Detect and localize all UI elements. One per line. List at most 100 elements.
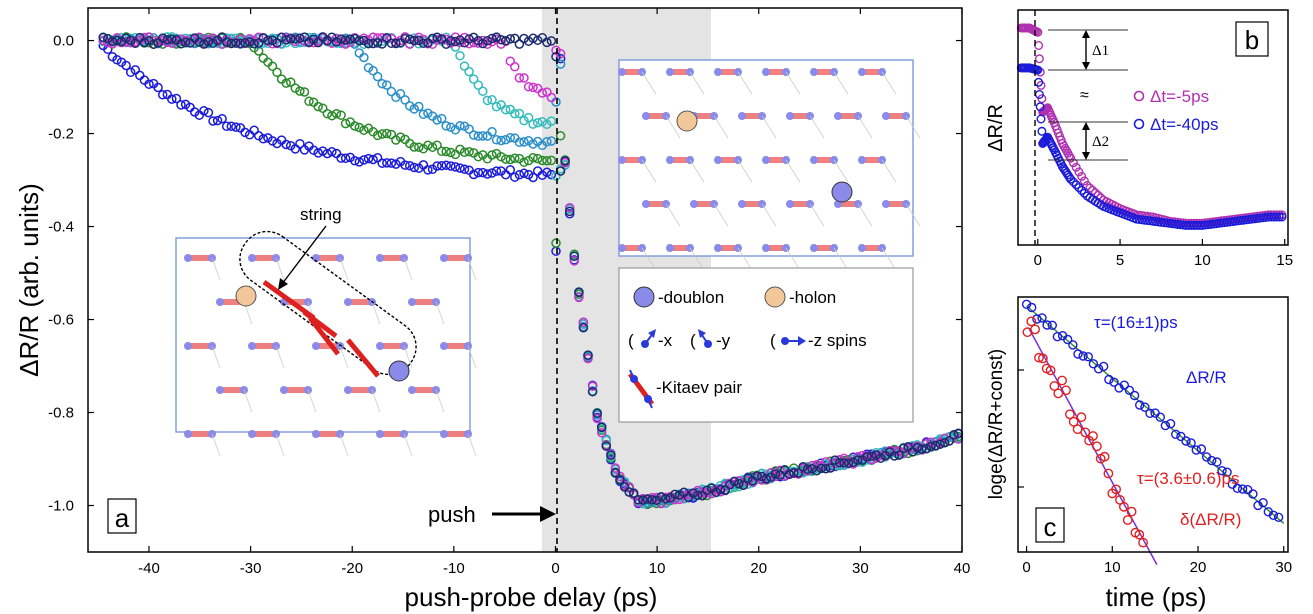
- c-data-point-blue: [1222, 467, 1232, 477]
- c-data-point-blue: [1134, 400, 1145, 410]
- a-data-point: [697, 490, 708, 501]
- a-data-point: [203, 107, 214, 118]
- a-data-point: [377, 78, 387, 89]
- c-data-point-blue: [1268, 510, 1279, 520]
- c-data-point-blue: [1155, 412, 1166, 422]
- delta2-label: Δ2: [1092, 134, 1109, 150]
- c-data-point-blue: [1160, 420, 1171, 431]
- lattice-site: [882, 200, 890, 208]
- b-data-point: [1195, 220, 1205, 230]
- a-data-point: [496, 135, 506, 146]
- holon-particle: [676, 110, 698, 132]
- a-data-point: [112, 55, 122, 65]
- a-data-point: [528, 139, 538, 149]
- a-data-point: [167, 34, 177, 44]
- c-data-point-blue: [1165, 419, 1176, 429]
- a-ytick-label: -0.6: [48, 312, 74, 329]
- a-data-point: [290, 144, 301, 154]
- b-data-point: [1079, 188, 1089, 198]
- a-data-point: [473, 151, 484, 162]
- panel-c: 0 10 20 30 loge(ΔR/R+const) time (ps) τ=(16…: [986, 296, 1292, 612]
- panel-a-ylabel: ΔR/R (arb. units): [14, 183, 44, 377]
- c-data-point-blue: [1032, 314, 1042, 324]
- a-data-point: [656, 492, 666, 502]
- a-data-point: [322, 108, 333, 119]
- a-data-point: [446, 161, 456, 171]
- lattice-site: [858, 244, 866, 252]
- a-data-point: [382, 80, 392, 90]
- a-data-point: [898, 443, 909, 454]
- lattice-site: [312, 430, 320, 438]
- a-data-point: [514, 39, 525, 49]
- c-data-point-red: [1034, 352, 1044, 363]
- legend-x-spin: -x: [658, 331, 673, 350]
- a-data-point: [537, 88, 548, 98]
- a-data-point: [386, 86, 397, 97]
- lattice-site: [440, 342, 448, 350]
- a-data-point: [789, 468, 799, 478]
- a-data-point: [418, 109, 429, 120]
- c-data-point-blue: [1124, 385, 1135, 395]
- a-data-point: [610, 468, 621, 478]
- c-data-point-blue: [1098, 361, 1109, 372]
- a-data-point: [148, 39, 159, 49]
- a-data-point: [542, 136, 552, 147]
- lattice-site: [810, 68, 818, 76]
- a-data-point: [478, 86, 488, 97]
- a-data-point: [308, 37, 319, 48]
- c-data-point-blue: [1114, 383, 1124, 393]
- a-data-point: [596, 427, 607, 438]
- a-data-point: [542, 37, 552, 48]
- a-data-point: [592, 408, 602, 419]
- a-data-point: [551, 51, 561, 62]
- a-data-point: [363, 38, 374, 49]
- a-data-point: [281, 35, 291, 45]
- a-data-point: [825, 463, 836, 473]
- legend-b-marker-1: [1133, 90, 1145, 102]
- a-data-point: [894, 450, 904, 460]
- a-data-point: [112, 35, 122, 46]
- lattice-site: [408, 298, 416, 306]
- a-data-point: [596, 422, 607, 433]
- a-data-point: [194, 37, 205, 47]
- a-data-point: [528, 33, 538, 44]
- a-data-point: [496, 151, 506, 162]
- a-data-point: [125, 67, 136, 78]
- a-data-point: [295, 138, 305, 149]
- a-data-point: [331, 108, 342, 119]
- approx-label: ≈: [1080, 87, 1089, 104]
- a-data-point: [203, 36, 214, 47]
- b-data-point: [1071, 180, 1081, 190]
- b-data-point: [1037, 126, 1047, 136]
- c-data-point-blue: [1093, 364, 1104, 374]
- lattice-site: [642, 200, 650, 208]
- a-data-point: [441, 121, 451, 131]
- a-data-point: [295, 86, 305, 96]
- a-data-point: [491, 101, 502, 112]
- a-data-point: [757, 471, 767, 482]
- a-data-point: [574, 287, 584, 297]
- a-data-point: [199, 39, 209, 49]
- a-data-point: [446, 35, 456, 46]
- a-data-point: [464, 146, 474, 157]
- a-data-point: [661, 494, 671, 504]
- lattice-site: [762, 244, 770, 252]
- lattice-site: [248, 254, 256, 262]
- string-pointer: [281, 225, 327, 285]
- panel-a-label-box: [107, 498, 137, 534]
- lattice-site: [666, 68, 674, 76]
- a-data-point: [98, 35, 108, 46]
- c-data-point-red: [1061, 385, 1071, 396]
- c-data-point-blue: [1258, 498, 1268, 508]
- a-data-point: [400, 160, 410, 170]
- a-data-point: [331, 37, 342, 47]
- a-ytick-label: -0.4: [48, 219, 74, 236]
- a-data-point: [546, 36, 557, 46]
- lattice-site: [408, 386, 416, 394]
- a-data-point: [295, 33, 305, 43]
- legend-kitaev: -Kitaev pair: [656, 378, 742, 397]
- c-data-point-red: [1122, 515, 1133, 525]
- a-data-point: [464, 38, 474, 49]
- lattice-site: [714, 156, 722, 164]
- push-label: push: [428, 502, 476, 527]
